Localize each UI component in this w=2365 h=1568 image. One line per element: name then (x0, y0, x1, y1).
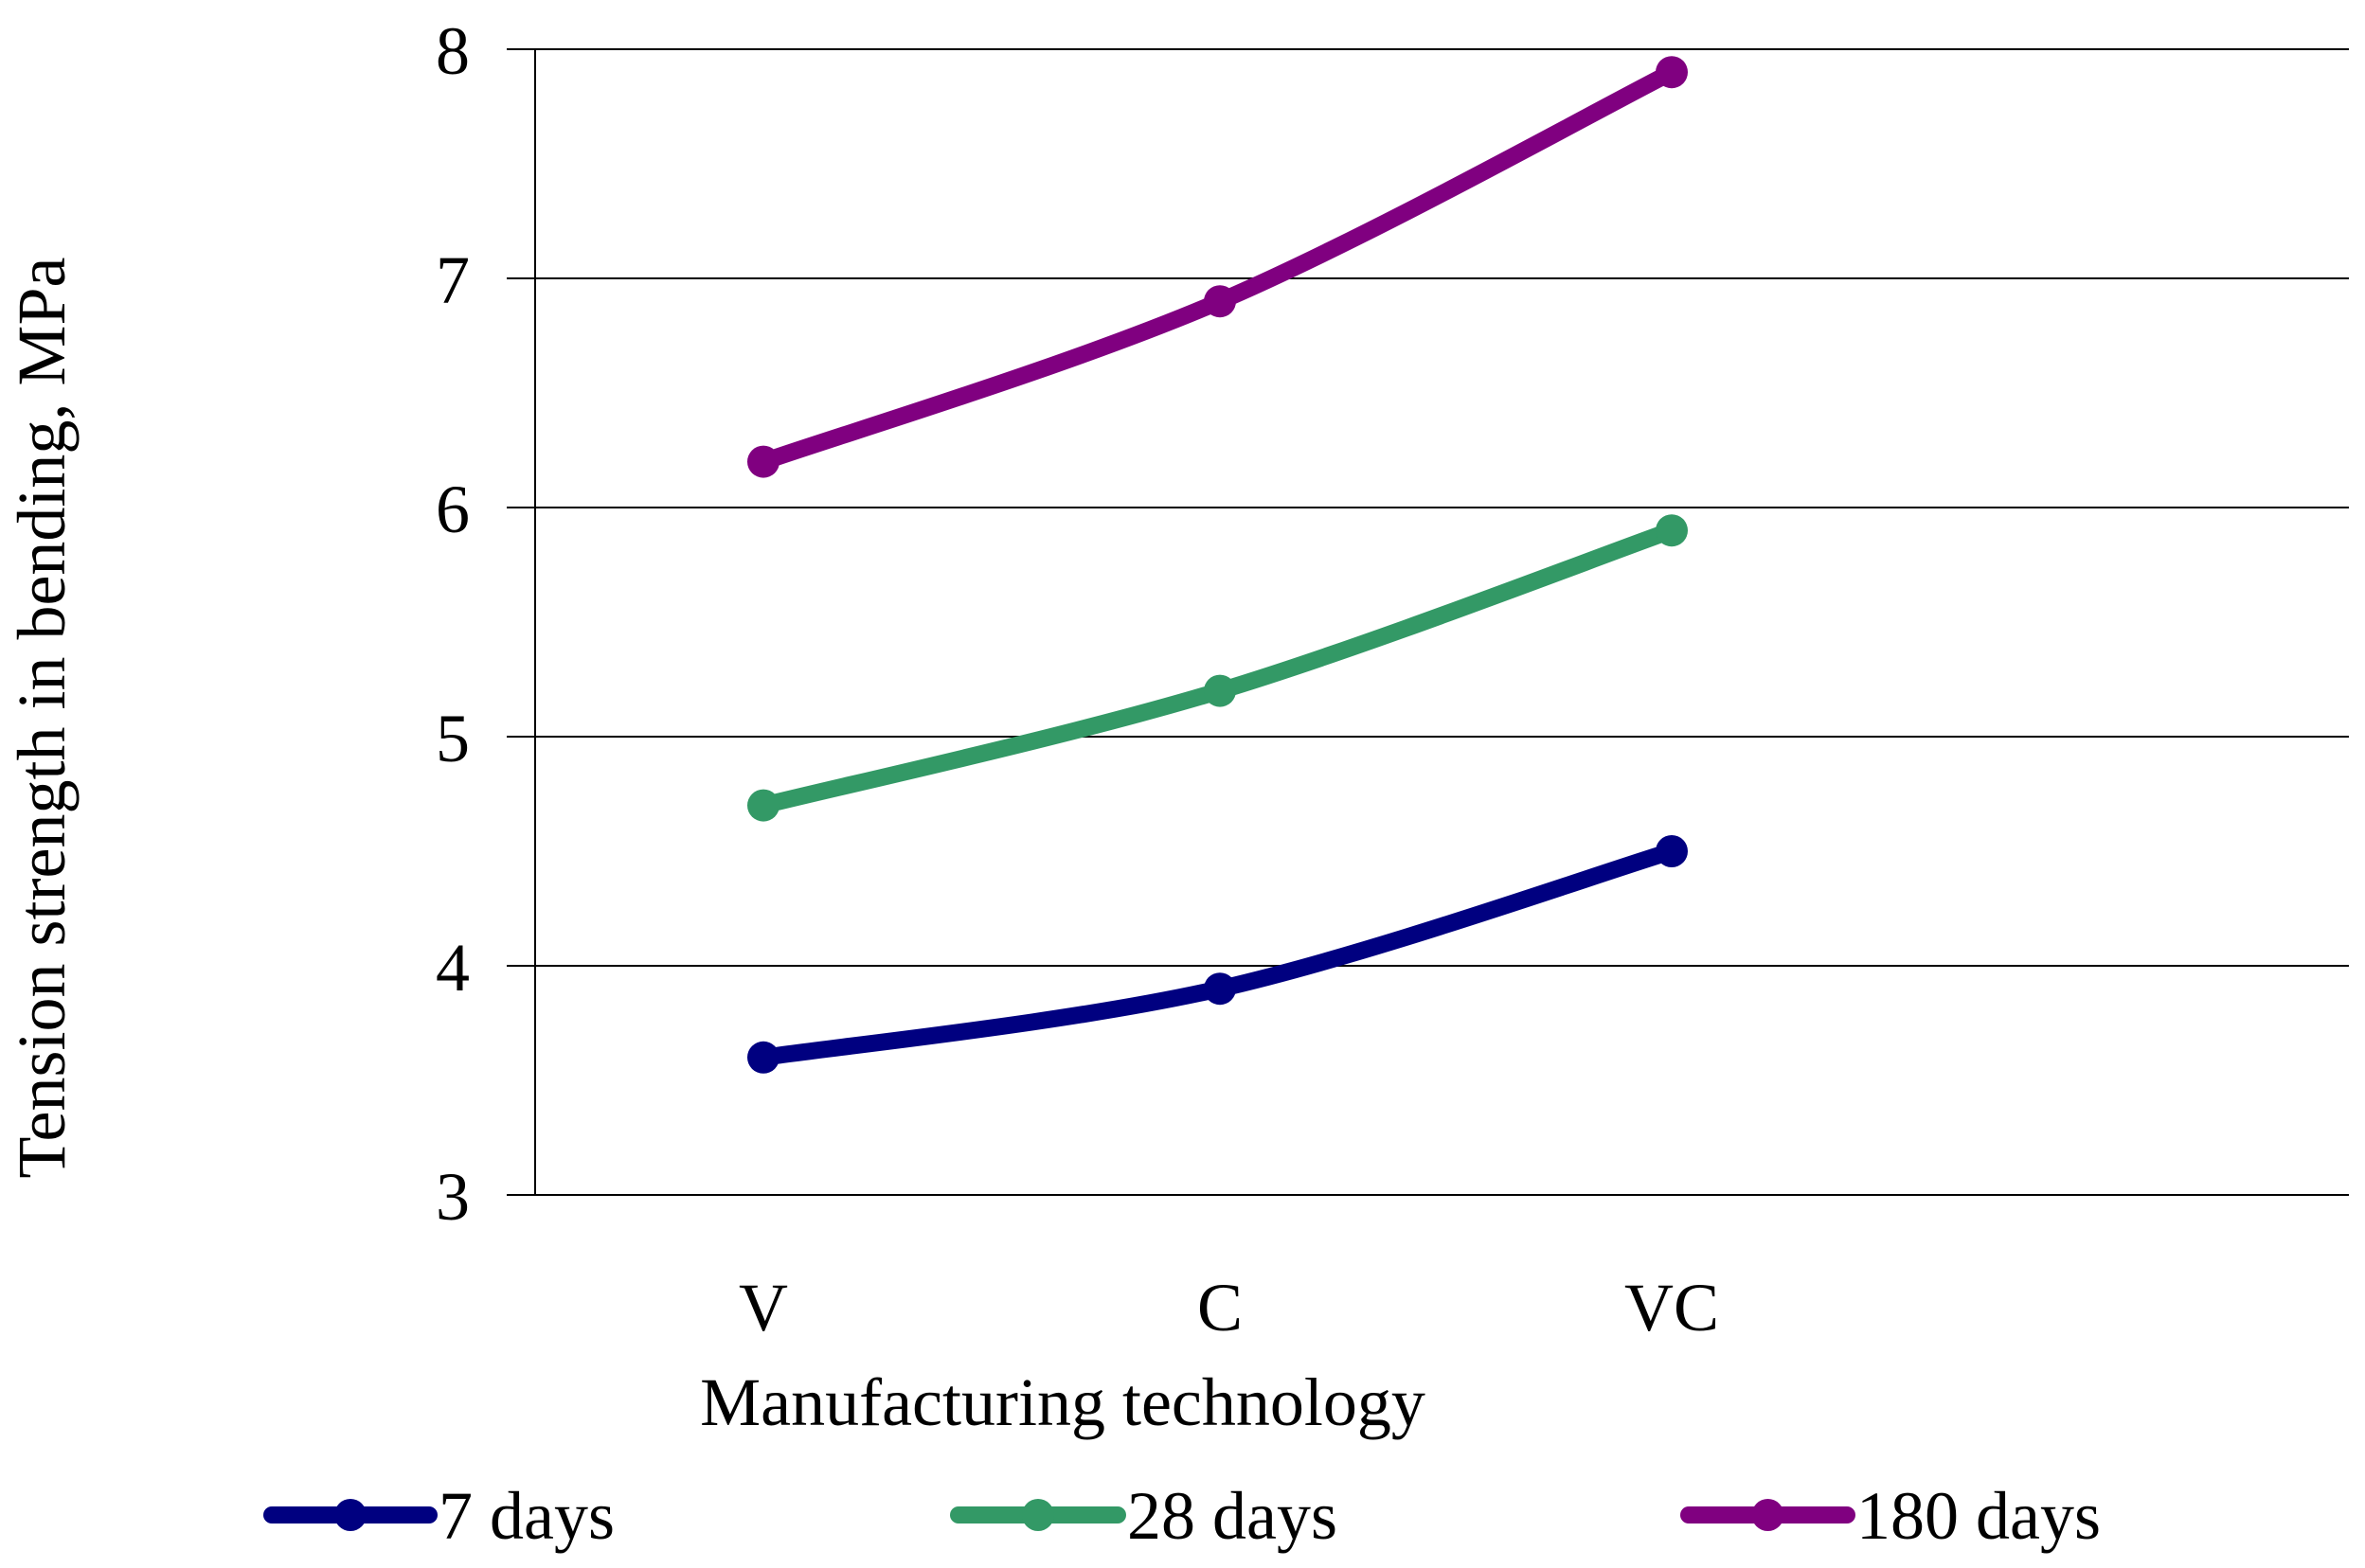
legend-swatch-marker-2 (1022, 1499, 1054, 1531)
series-line-1 (755, 843, 1680, 1066)
y-tick-label: 5 (436, 701, 470, 776)
series-line-3 (755, 63, 1680, 471)
x-ticks: V C VC (739, 1270, 1719, 1345)
data-point-2-c (1204, 674, 1236, 707)
legend-label: 180 days (1856, 1478, 2101, 1554)
data-point-3-vc (1656, 56, 1688, 89)
x-tick-label: V (739, 1270, 788, 1345)
data-point-1-vc (1656, 835, 1688, 867)
legend-swatch-marker-1 (334, 1499, 367, 1531)
data-point-1-c (1204, 972, 1236, 1006)
legend: 7 days 28 days 180 days (263, 1478, 2101, 1554)
y-ticks: 3 4 5 6 7 8 (436, 13, 470, 1235)
y-tick-label: 6 (436, 472, 470, 547)
gridlines (507, 48, 2349, 1196)
data-point-3-v (747, 445, 779, 478)
y-tick-label: 7 (436, 242, 470, 318)
legend-label: 28 days (1127, 1478, 1337, 1554)
series-line-2 (755, 522, 1680, 814)
x-tick-label: VC (1624, 1270, 1719, 1345)
data-point-1-v (747, 1041, 779, 1074)
y-axis-label: Tension strength in bending, MPa (4, 258, 80, 1179)
y-tick-label: 4 (436, 930, 470, 1006)
data-point-2-v (747, 789, 779, 822)
y-tick-label: 8 (436, 13, 470, 89)
series-group (747, 56, 1688, 1074)
x-tick-label: C (1197, 1270, 1243, 1345)
data-point-3-c (1204, 285, 1236, 318)
legend-label: 7 days (439, 1478, 615, 1554)
legend-swatch-marker-3 (1751, 1499, 1784, 1531)
y-tick-label: 3 (436, 1159, 470, 1235)
x-axis-label: Manufacturing technology (700, 1364, 1425, 1440)
data-point-2-vc (1656, 514, 1688, 547)
